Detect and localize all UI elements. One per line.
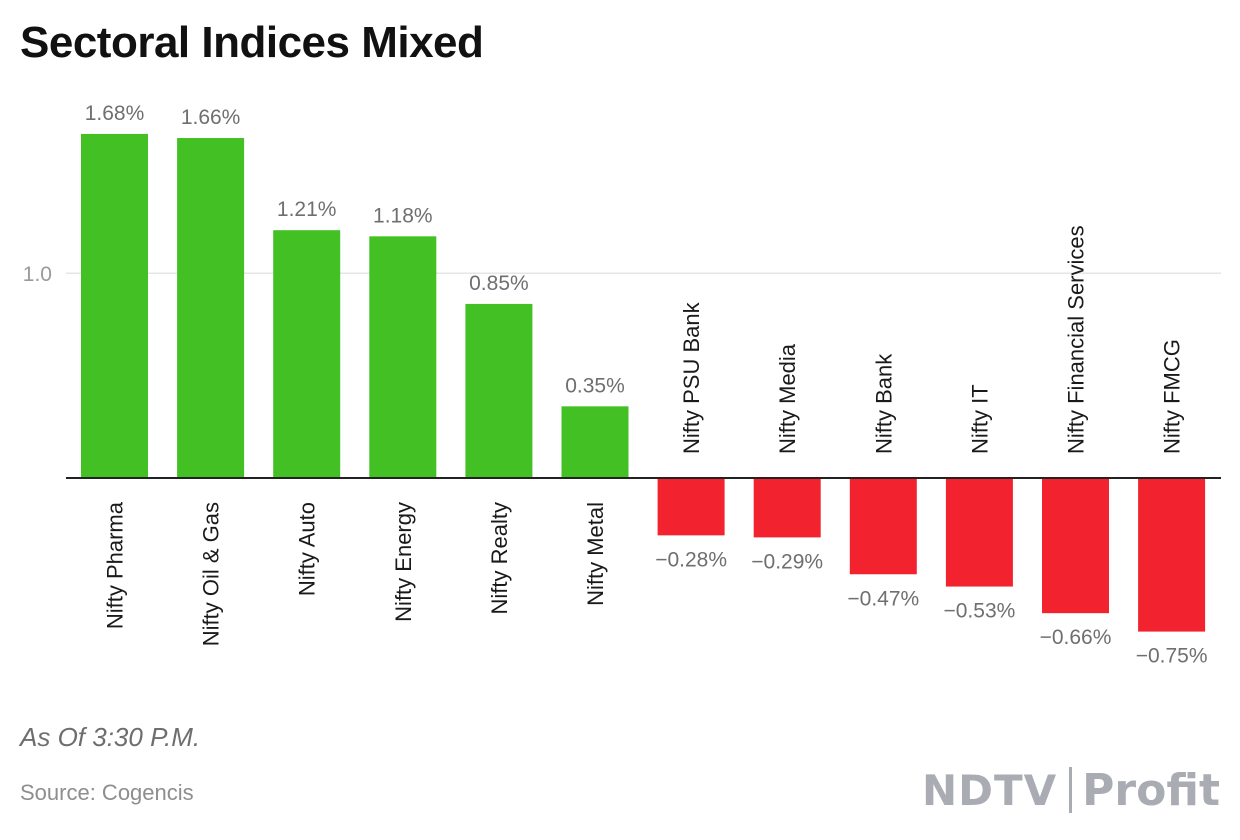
value-label: −0.53% bbox=[943, 600, 1015, 623]
logo-divider bbox=[1069, 767, 1073, 813]
value-label: −0.47% bbox=[847, 587, 919, 610]
bar-nifty-bank bbox=[849, 478, 917, 575]
value-label: −0.66% bbox=[1040, 626, 1112, 649]
category-label: Nifty Oil & Gas bbox=[199, 502, 224, 646]
category-label: Nifty Energy bbox=[391, 502, 416, 622]
logo-product: Profit bbox=[1082, 764, 1220, 816]
bar-nifty-metal bbox=[561, 406, 629, 478]
logo-brand: NDTV bbox=[922, 765, 1058, 815]
bar-nifty-psu-bank bbox=[657, 478, 725, 536]
value-label: 1.21% bbox=[277, 198, 337, 221]
category-label: Nifty Pharma bbox=[103, 501, 128, 629]
bar-nifty-auto bbox=[273, 230, 341, 478]
bar-nifty-pharma bbox=[81, 133, 148, 478]
timestamp-note: As Of 3:30 P.M. bbox=[20, 722, 201, 752]
bar-nifty-media bbox=[753, 478, 821, 538]
bar-chart: 1.0 1.68% Nifty Pharma 1.66% Nifty Oil & Gas… bbox=[23, 102, 1221, 668]
category-label: Nifty Auto bbox=[295, 502, 320, 596]
category-label: Nifty PSU Bank bbox=[679, 301, 704, 454]
bar-nifty-it bbox=[945, 478, 1013, 587]
category-label: Nifty FMCG bbox=[1160, 339, 1185, 454]
value-label: 0.85% bbox=[469, 272, 529, 295]
value-label: −0.75% bbox=[1136, 645, 1208, 668]
chart-title: Sectoral Indices Mixed bbox=[20, 18, 484, 67]
category-label: Nifty Realty bbox=[487, 502, 512, 614]
category-label: Nifty IT bbox=[967, 384, 992, 454]
bar-nifty-fmcg bbox=[1138, 478, 1206, 632]
value-label: 1.18% bbox=[373, 204, 433, 227]
value-label: 1.68% bbox=[85, 102, 145, 125]
value-label: −0.28% bbox=[655, 548, 727, 571]
category-label: Nifty Media bbox=[775, 343, 800, 454]
bar-nifty-financial-services bbox=[1042, 478, 1109, 614]
category-label: Nifty Bank bbox=[871, 353, 896, 454]
value-label: −0.29% bbox=[751, 550, 823, 573]
value-label: 1.66% bbox=[181, 106, 241, 129]
ndtv-profit-logo: NDTV Profit bbox=[922, 762, 1220, 818]
bar-nifty-oil-and-gas bbox=[177, 138, 245, 479]
bar-nifty-realty bbox=[465, 303, 533, 478]
y-tick-label: 1.0 bbox=[23, 263, 52, 286]
bar-nifty-energy bbox=[369, 236, 437, 478]
source-text: Source: Cogencis bbox=[20, 780, 194, 805]
category-label: Nifty Financial Services bbox=[1064, 225, 1089, 454]
value-label: 0.35% bbox=[565, 374, 625, 397]
category-label: Nifty Metal bbox=[583, 502, 608, 606]
